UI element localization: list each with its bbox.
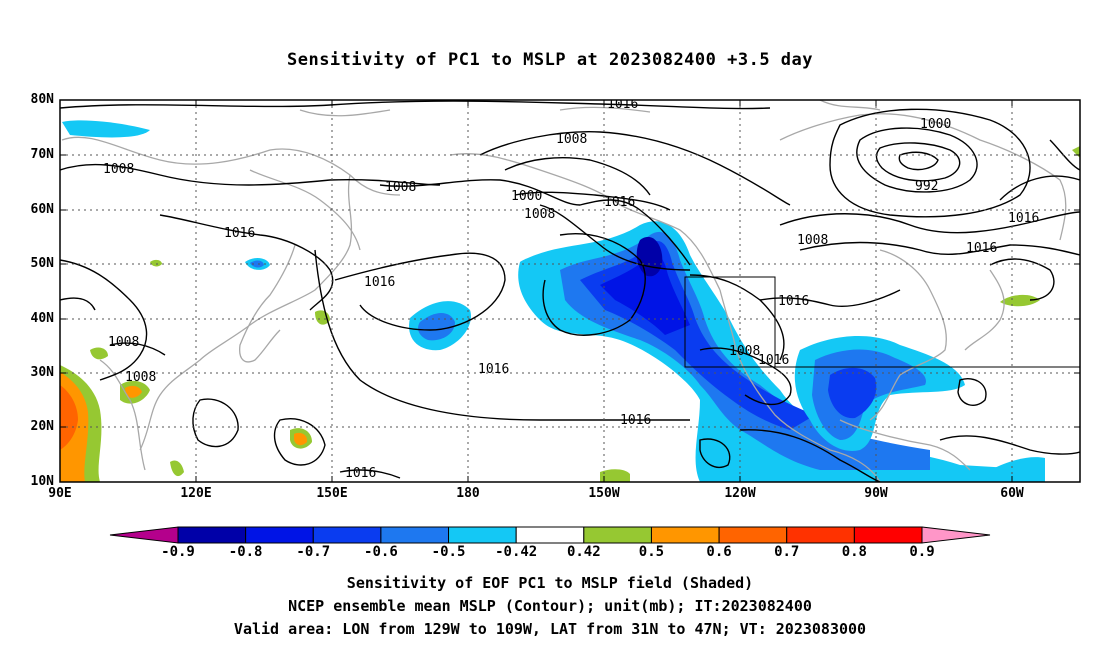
- contour-label: 1016: [345, 466, 376, 481]
- contour-label: 992: [915, 179, 938, 194]
- positive-sensitivity-shading: [60, 146, 1080, 482]
- colorbar-label: -0.7: [296, 544, 331, 560]
- mslp-contours: [60, 100, 1080, 482]
- contour-label: 1008: [524, 207, 555, 222]
- contour-label: 1016: [1008, 211, 1039, 226]
- contour-label: 1000: [511, 189, 542, 204]
- lat-label-50n: 50N: [30, 256, 54, 271]
- lat-label-20n: 20N: [30, 419, 54, 434]
- colorbar-label: -0.6: [364, 544, 398, 560]
- contour-label: 1008: [125, 370, 156, 385]
- lon-label-150e: 150E: [316, 486, 348, 501]
- caption-line-1: Sensitivity of EOF PC1 to MSLP field (Sh…: [346, 574, 754, 592]
- contour-label: 1016: [620, 413, 651, 428]
- colorbar-label: -0.8: [228, 544, 263, 560]
- lon-label-60w: 60W: [1000, 486, 1024, 501]
- lat-label-70n: 70N: [30, 147, 54, 162]
- axis-ticks: [60, 100, 1080, 482]
- contour-label: 1016: [778, 294, 809, 309]
- caption-line-3: Valid area: LON from 129W to 109W, LAT f…: [233, 620, 867, 638]
- colorbar-label: 0.8: [841, 544, 867, 560]
- contour-label: 1008: [103, 162, 134, 177]
- contour-label: 1008: [385, 180, 416, 195]
- contour-label: 1016: [758, 353, 789, 368]
- lon-label-150w: 150W: [588, 486, 620, 501]
- contour-label: 1000: [920, 117, 951, 132]
- valid-area-box: [684, 276, 1080, 368]
- lon-label-90e: 90E: [48, 486, 72, 501]
- contour-label: 1008: [729, 344, 760, 359]
- lat-label-80n: 80N: [30, 92, 54, 107]
- plot-frame: [59, 99, 1081, 483]
- colorbar-label: 0.6: [706, 544, 732, 560]
- contour-labels: 1016 1008 1008 1000 1008 1016 1016 1008 …: [103, 97, 1039, 481]
- colorbar-label: -0.42: [495, 544, 538, 560]
- contour-label: 1008: [556, 132, 587, 147]
- contour-label: 1016: [364, 275, 395, 290]
- lat-label-10n: 10N: [30, 474, 54, 489]
- chart-title: Sensitivity of PC1 to MSLP at 2023082400…: [286, 50, 813, 70]
- lon-label-120e: 120E: [180, 486, 212, 501]
- lat-label-40n: 40N: [30, 311, 54, 326]
- colorbar-label: 0.42: [566, 544, 601, 560]
- colorbar-label: 0.9: [909, 544, 935, 560]
- contour-label: 1016: [607, 97, 638, 112]
- colorbar-label: -0.5: [431, 544, 466, 560]
- grid-lines: [60, 100, 1080, 482]
- lon-label-120w: 120W: [724, 486, 756, 501]
- coastlines: [61, 100, 1067, 482]
- contour-label: 1016: [966, 241, 997, 256]
- contour-label: 1016: [604, 195, 635, 210]
- contour-label: 1008: [797, 233, 828, 248]
- colorbar-label: 0.7: [774, 544, 800, 560]
- contour-label: 1016: [478, 362, 509, 377]
- contour-label: 1008: [108, 335, 139, 350]
- lat-label-30n: 30N: [30, 365, 54, 380]
- colorbar-label: 0.5: [638, 544, 665, 560]
- lat-label-60n: 60N: [30, 202, 54, 217]
- colorbar-label: -0.9: [161, 544, 195, 560]
- negative-sensitivity-shading: [62, 120, 1045, 482]
- contour-label: 1016: [224, 226, 255, 241]
- caption-line-2: NCEP ensemble mean MSLP (Contour); unit(…: [288, 597, 812, 615]
- lon-label-180: 180: [456, 486, 480, 501]
- lon-label-90w: 90W: [864, 486, 888, 501]
